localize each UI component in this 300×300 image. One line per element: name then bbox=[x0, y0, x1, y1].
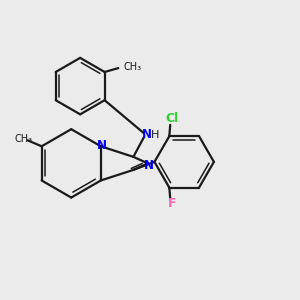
Text: N: N bbox=[144, 159, 154, 172]
Text: Cl: Cl bbox=[166, 112, 179, 125]
Text: CH₃: CH₃ bbox=[14, 134, 32, 144]
Text: F: F bbox=[167, 197, 176, 210]
Text: N: N bbox=[142, 128, 152, 141]
Text: N: N bbox=[97, 139, 107, 152]
Text: H: H bbox=[151, 130, 159, 140]
Text: CH₃: CH₃ bbox=[123, 61, 142, 72]
